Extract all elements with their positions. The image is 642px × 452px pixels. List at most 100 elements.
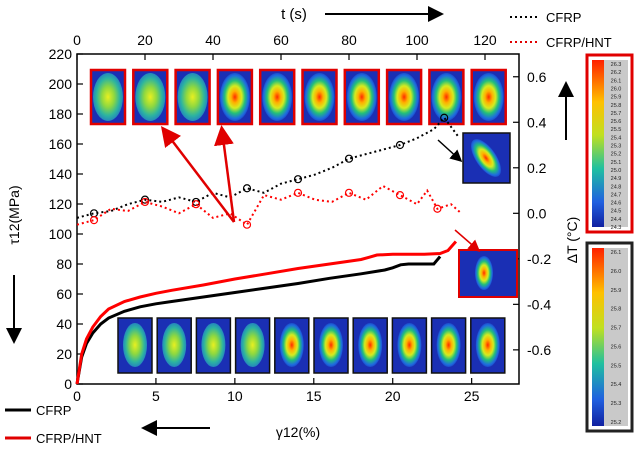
thermal-image-top bbox=[216, 68, 254, 126]
thermal-image-bottom bbox=[117, 317, 153, 374]
thermal-image-bottom bbox=[234, 317, 271, 374]
temperature-marker bbox=[191, 200, 201, 209]
thermal-image-top bbox=[174, 68, 211, 126]
thermal-image-top-hotspot bbox=[135, 73, 166, 121]
legend-bottom-hnt-label: CFRP/HNT bbox=[36, 431, 102, 446]
y-right-tick-label: -0.2 bbox=[527, 251, 551, 267]
colorbar-top-label: 25.0 bbox=[611, 168, 622, 174]
colorbar-top-label: 24.6 bbox=[611, 201, 622, 207]
thermal-image-top-hotspot bbox=[431, 73, 462, 121]
y-tick-label: 140 bbox=[49, 166, 73, 182]
arrow-to-cfrp-peak-image bbox=[437, 139, 463, 163]
temperature-marker bbox=[140, 195, 150, 204]
x-tick-label: 15 bbox=[306, 388, 322, 404]
colorbar-top-label: 25.2 bbox=[611, 152, 622, 158]
colorbar-top-label: 25.6 bbox=[611, 119, 622, 125]
x-top-tick-label: 0 bbox=[73, 32, 81, 48]
thermal-image-top-hotspot bbox=[93, 73, 123, 121]
x-axis-title: γ12(%) bbox=[276, 424, 320, 440]
thermal-image-bottom-hotspot bbox=[319, 323, 343, 367]
thermal-image-top bbox=[258, 68, 296, 126]
thermal-image-top bbox=[385, 68, 423, 126]
y-tick-label: 100 bbox=[49, 226, 73, 242]
legend-top-cfrp-label: CFRP bbox=[546, 10, 581, 25]
thermal-image-top-hotspot bbox=[473, 73, 504, 121]
y-right-tick-label: -0.6 bbox=[527, 342, 551, 358]
colorbar-top-label: 25.3 bbox=[611, 144, 622, 150]
thermal-image-top-hotspot bbox=[219, 73, 250, 121]
y-tick-label: 0 bbox=[64, 376, 72, 392]
thermal-image-top bbox=[343, 68, 381, 126]
x-top-tick-label: 60 bbox=[273, 32, 289, 48]
thermal-image-bottom-hotspot bbox=[358, 323, 383, 367]
thermal-image-bottom bbox=[430, 317, 467, 374]
temperature-marker bbox=[395, 191, 405, 200]
colorbar-bottom-label: 25.3 bbox=[611, 401, 622, 407]
stress-cfrp-hnt-line bbox=[75, 240, 458, 385]
y-right-tick-label: 0.0 bbox=[527, 205, 547, 221]
legend-top-hnt-label: CFRP/HNT bbox=[546, 35, 612, 50]
colorbar-top-label: 25.7 bbox=[611, 111, 622, 117]
temperature-marker bbox=[344, 154, 354, 163]
x-top-tick-label: 80 bbox=[341, 32, 357, 48]
x-top-axis-title: t (s) bbox=[281, 6, 307, 23]
temperature-marker bbox=[242, 184, 252, 193]
colorbar-top-label: 25.5 bbox=[611, 127, 622, 133]
thermal-image-bottom bbox=[470, 317, 506, 374]
x-top-tick-label: 40 bbox=[205, 32, 221, 48]
colorbar-top-label: 24.4 bbox=[611, 217, 622, 223]
colorbar-top-label: 24.7 bbox=[611, 192, 622, 198]
colorbar-top-label: 26.2 bbox=[611, 70, 622, 76]
arrow-to-top-thermal-a bbox=[160, 126, 235, 223]
thermal-image-cfrp-peak bbox=[462, 132, 511, 184]
colorbar-top-label: 24.9 bbox=[611, 176, 622, 182]
colorbar-top-label: 24.3 bbox=[611, 225, 622, 231]
x-top-tick-label: 100 bbox=[405, 32, 429, 48]
y-tick-label: 80 bbox=[56, 256, 72, 272]
colorbar-bottom-label: 25.4 bbox=[611, 382, 622, 388]
temperature-marker bbox=[344, 188, 354, 197]
arrow-to-hnt-peak-image bbox=[454, 229, 481, 252]
thermal-image-bottom-hotspot bbox=[240, 323, 265, 367]
thermal-image-top bbox=[89, 68, 127, 126]
thermal-image-top-hotspot bbox=[177, 73, 208, 121]
thermal-image-bottom bbox=[313, 317, 349, 374]
thermal-image-top-hotspot bbox=[389, 73, 420, 121]
y-axis-title: τ12(MPa) bbox=[6, 185, 22, 244]
arrow-to-top-thermal-b bbox=[214, 125, 236, 223]
temperature-cfrp-line bbox=[76, 116, 459, 219]
y-right-tick-label: 0.6 bbox=[527, 69, 547, 85]
temperature-marker bbox=[89, 216, 99, 225]
legend-bottom: CFRP CFRP/HNT bbox=[5, 403, 102, 446]
colorbars: 26.3 26.2 26.1 26.0 25.9 25.8 25.7 25.6 25.5 25.4… bbox=[585, 53, 634, 433]
colorbar-bottom-label: 26.1 bbox=[611, 250, 622, 256]
colorbar-bottom-label: 26.0 bbox=[611, 269, 622, 275]
thermal-image-bottom bbox=[352, 317, 388, 374]
thermal-image-hnt-peak-hotspot bbox=[475, 256, 493, 290]
thermal-images-layer bbox=[89, 68, 518, 374]
colorbar-bottom-label: 25.5 bbox=[611, 363, 622, 369]
axes-layer: 0 5 10 15 20 25 0 20 40 60 80 100 120 0 20 40 60 80 100 120… bbox=[49, 32, 552, 404]
colorbar-bottom-label: 25.7 bbox=[611, 326, 622, 332]
y-tick-label: 200 bbox=[49, 76, 73, 92]
thermal-image-bottom-hotspot bbox=[123, 323, 147, 367]
temperature-marker bbox=[293, 188, 303, 197]
temperature-marker bbox=[433, 204, 442, 213]
colorbar-bottom-label: 25.2 bbox=[611, 420, 622, 426]
y-tick-label: 220 bbox=[49, 46, 73, 62]
thermal-image-bottom-hotspot bbox=[279, 323, 304, 367]
colorbar-top-label: 26.1 bbox=[611, 78, 622, 84]
x-tick-label: 5 bbox=[152, 388, 160, 404]
annotation-arrows bbox=[160, 125, 481, 252]
y-tick-label: 60 bbox=[56, 286, 72, 302]
temperature-marker bbox=[242, 220, 252, 229]
legend-bottom-cfrp-label: CFRP bbox=[36, 403, 71, 418]
colorbar-top-label: 25.4 bbox=[611, 135, 622, 141]
x-top-tick-label: 20 bbox=[137, 32, 153, 48]
thermal-image-top-hotspot bbox=[304, 73, 335, 121]
temperature-marker bbox=[293, 175, 303, 184]
temperature-marker bbox=[395, 140, 405, 150]
thermal-image-bottom-hotspot bbox=[201, 323, 226, 367]
thermal-image-bottom-hotspot bbox=[397, 323, 422, 367]
x-top-tick-label: 120 bbox=[473, 32, 497, 48]
